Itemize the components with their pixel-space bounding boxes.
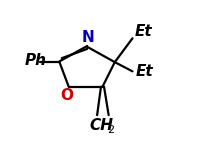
Text: O: O bbox=[60, 88, 73, 103]
Text: Et: Et bbox=[135, 64, 153, 79]
Text: CH: CH bbox=[89, 118, 112, 133]
Text: Ph: Ph bbox=[24, 53, 47, 68]
Text: Et: Et bbox=[134, 24, 152, 39]
Text: N: N bbox=[81, 30, 94, 45]
Text: 2: 2 bbox=[107, 125, 114, 135]
